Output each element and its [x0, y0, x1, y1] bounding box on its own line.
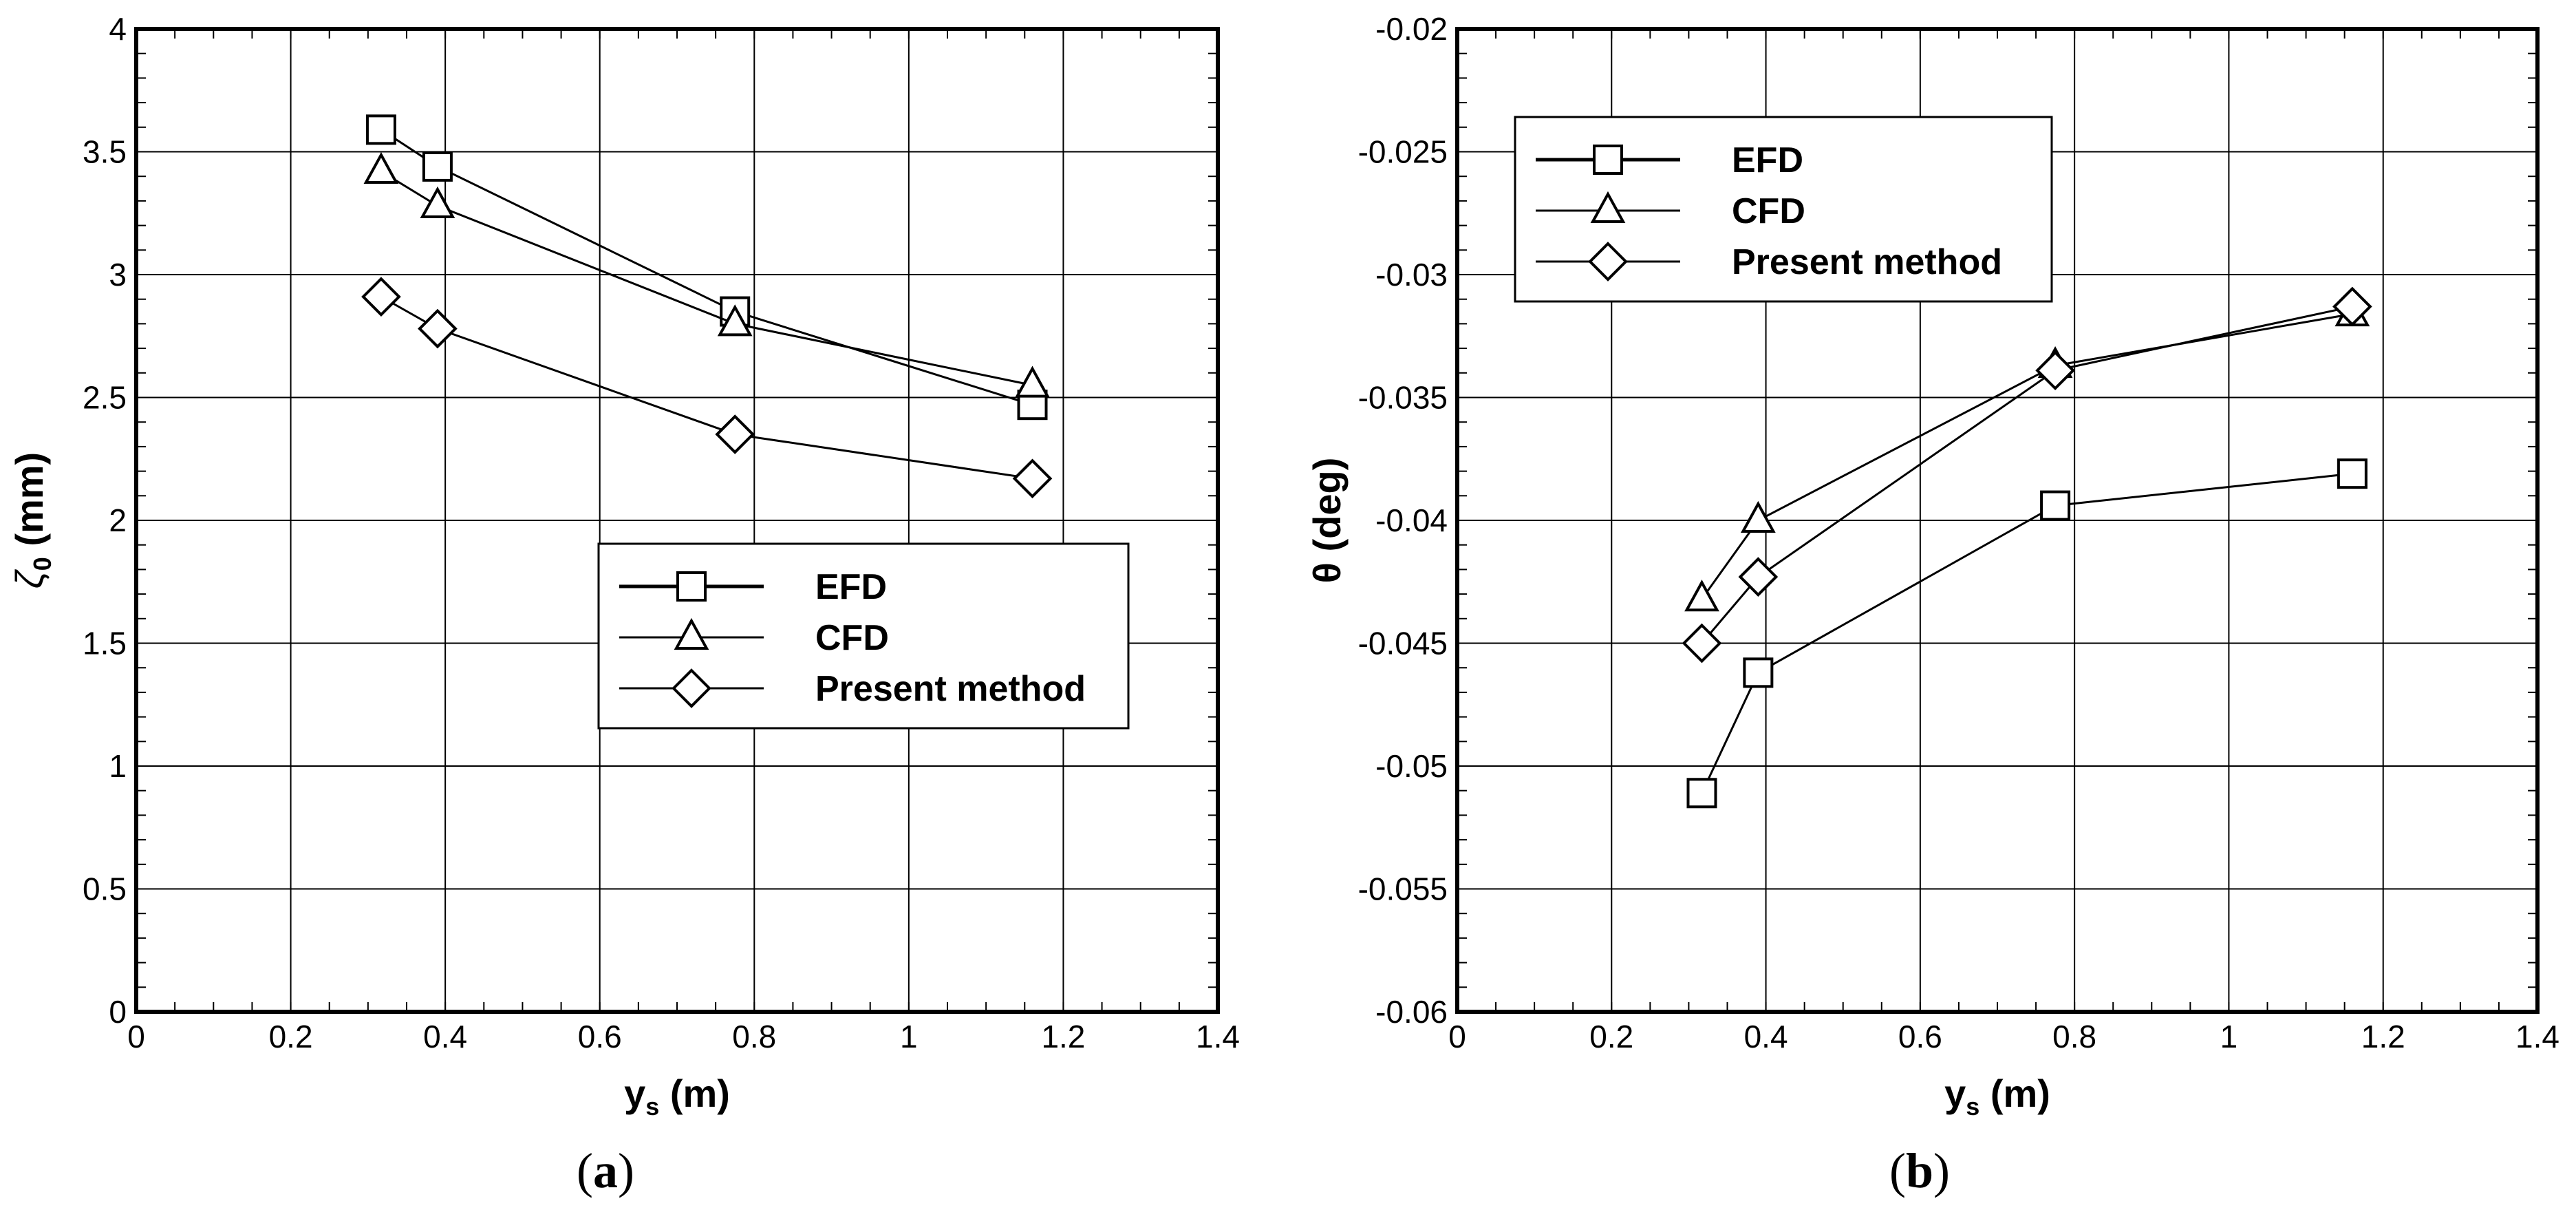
series-efd	[1686, 458, 2368, 809]
x-tick-label: 0.2	[1589, 1019, 1633, 1054]
legend-square-icon	[676, 571, 707, 602]
diamond-marker	[361, 277, 401, 317]
y-tick-label: 3	[109, 257, 127, 293]
panel-caption: (a)	[577, 1143, 634, 1198]
x-tick-label: 1.2	[1041, 1019, 1085, 1054]
x-tick-label: 0.8	[732, 1019, 776, 1054]
x-tick-label: 0.8	[2052, 1019, 2096, 1054]
legend-triangle-icon	[674, 617, 709, 650]
legend-diamond-icon	[1588, 242, 1628, 282]
y-axis-label: θ (deg)	[1305, 458, 1349, 584]
series-present-method	[1682, 286, 2372, 664]
y-tick-label: -0.025	[1358, 134, 1448, 170]
y-tick-label: -0.02	[1375, 11, 1448, 47]
series-cfd	[1684, 294, 2370, 612]
triangle-marker	[1684, 580, 1719, 612]
diamond-marker	[715, 414, 755, 454]
y-tick-label: 1.5	[83, 626, 127, 661]
legend-square-icon	[1593, 145, 1623, 175]
plot-frame	[134, 27, 1220, 1014]
y-tick-label: -0.04	[1375, 502, 1448, 538]
legend: EFD CFD Present method	[1514, 116, 2053, 303]
series-line	[1701, 305, 2353, 644]
x-tick-label: 0.4	[1744, 1019, 1788, 1054]
plot-frame	[1455, 27, 2540, 1014]
diamond-marker	[1012, 458, 1053, 499]
square-marker	[2337, 458, 2368, 489]
y-tick-label: -0.055	[1358, 871, 1448, 907]
triangle-marker	[420, 186, 455, 219]
x-tick-label: 0.2	[269, 1019, 313, 1054]
y-tick-label: 3.5	[83, 134, 127, 170]
y-tick-label: 4	[109, 11, 127, 47]
y-tick-label: 0	[109, 994, 127, 1030]
diamond-marker	[1682, 623, 1722, 664]
triangle-marker	[363, 151, 399, 184]
triangle-marker	[1740, 500, 1776, 533]
square-marker	[1686, 778, 1717, 809]
legend-entry: Present method	[815, 669, 1086, 709]
legend-diamond-icon	[672, 668, 711, 708]
triangle-marker	[717, 304, 753, 337]
legend: EFD CFD Present method	[597, 542, 1130, 730]
y-tick-label: -0.03	[1375, 257, 1448, 293]
x-axis-label: ys (m)	[624, 1072, 730, 1121]
x-tick-label: 1.4	[1196, 1019, 1240, 1054]
series-line	[380, 129, 1033, 406]
series-line	[380, 295, 1033, 480]
y-tick-label: 0.5	[83, 871, 127, 907]
series-efd	[365, 114, 1048, 421]
legend-entry: EFD	[815, 567, 887, 607]
square-marker	[365, 114, 396, 145]
y-tick-label: 1	[109, 748, 127, 784]
y-tick-label: 2	[109, 502, 127, 538]
legend-entry: EFD	[1732, 140, 1803, 180]
grid	[136, 28, 1219, 1012]
x-tick-label: 1.2	[2361, 1019, 2405, 1054]
x-tick-label: 1.4	[2515, 1019, 2559, 1054]
diamond-marker	[418, 308, 458, 349]
panel-b: 0 0.2 0.4 0.6 0.8 1 1.2 1.4 -0.06 -0.055 -0.05 -0.0…	[1305, 11, 2559, 1198]
legend-triangle-icon	[1590, 191, 1626, 223]
x-tick-label: 0.4	[423, 1019, 467, 1054]
series-line	[380, 170, 1033, 387]
y-tick-label: -0.06	[1375, 994, 1448, 1030]
x-tick-label: 0.6	[578, 1019, 622, 1054]
x-tick-label: 0	[1448, 1019, 1466, 1054]
legend-entry: CFD	[815, 618, 889, 658]
diamond-marker	[1738, 557, 1779, 597]
series-present-method	[361, 277, 1053, 499]
square-marker	[422, 151, 453, 182]
square-marker	[2040, 490, 2071, 521]
series-line	[1701, 312, 2353, 600]
y-tick-label: -0.045	[1358, 626, 1448, 661]
series-cfd	[363, 151, 1050, 398]
panel-a: 0 0.2 0.4 0.6 0.8 1 1.2 1.4 0 0.5 1 1.5 2 2.5 3 3.5 4 ys …	[8, 11, 1240, 1198]
triangle-marker	[1015, 365, 1050, 398]
legend-entry: CFD	[1732, 191, 1805, 231]
diamond-marker	[2035, 350, 2075, 391]
x-tick-label: 0.6	[1898, 1019, 1942, 1054]
x-tick-label: 0	[127, 1019, 145, 1054]
legend-entry: Present method	[1732, 242, 2002, 282]
x-axis-label: ys (m)	[1944, 1072, 2050, 1121]
square-marker	[1743, 657, 1774, 688]
y-axis-label: ζ0 (mm)	[8, 452, 56, 588]
diamond-marker	[2332, 286, 2372, 327]
panel-caption: (b)	[1889, 1143, 1950, 1198]
series-line	[1701, 472, 2353, 794]
x-tick-label: 1	[2220, 1019, 2238, 1054]
y-tick-label: 2.5	[83, 380, 127, 416]
x-tick-label: 1	[900, 1019, 918, 1054]
y-tick-label: -0.035	[1358, 380, 1448, 416]
y-tick-label: -0.05	[1375, 748, 1448, 784]
